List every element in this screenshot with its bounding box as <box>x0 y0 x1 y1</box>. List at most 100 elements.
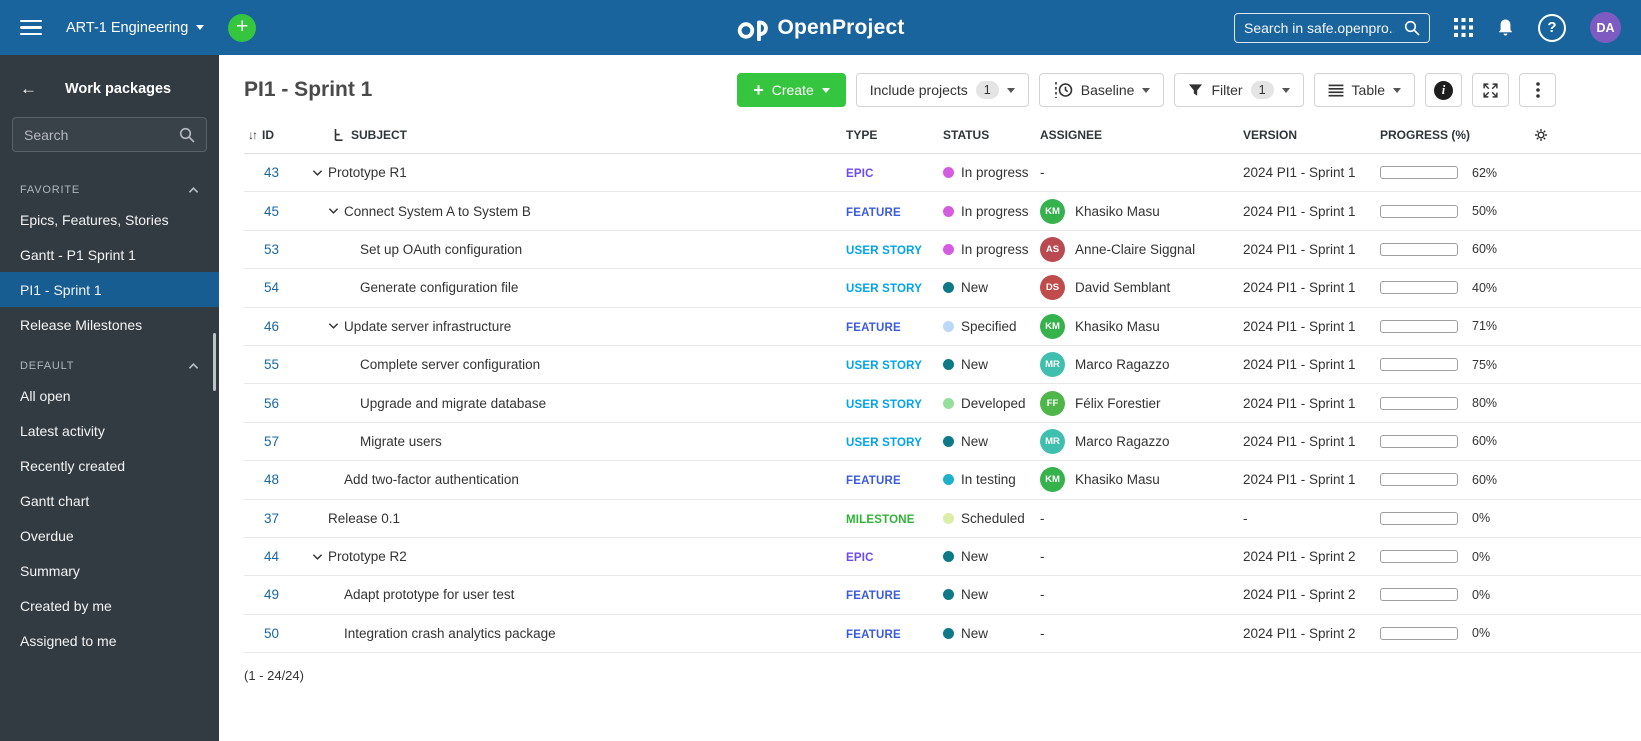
cell-status[interactable]: New <box>943 587 1040 602</box>
cell-subject[interactable]: Release 0.1 <box>300 511 846 526</box>
sidebar-item[interactable]: PI1 - Sprint 1 <box>0 272 219 307</box>
cell-assignee[interactable]: MR Marco Ragazzo <box>1040 428 1243 454</box>
fullscreen-button[interactable] <box>1472 73 1509 107</box>
sidebar-item[interactable]: Release Milestones <box>20 316 143 333</box>
user-avatar[interactable]: DA <box>1590 12 1621 43</box>
cell-type[interactable]: FEATURE <box>846 319 943 334</box>
cell-assignee[interactable]: - <box>1040 587 1243 602</box>
cell-subject[interactable]: Connect System A to System B <box>300 204 846 219</box>
cell-assignee[interactable]: - <box>1040 549 1243 564</box>
sidebar-item[interactable]: Gantt - P1 Sprint 1 <box>20 246 136 263</box>
cell-status[interactable]: New <box>943 357 1040 372</box>
filter-button[interactable]: Filter 1 <box>1174 73 1304 107</box>
cell-status[interactable]: In progress <box>943 204 1040 219</box>
cell-type[interactable]: MILESTONE <box>846 511 943 526</box>
cell-assignee[interactable]: - <box>1040 165 1243 180</box>
cell-status[interactable]: In progress <box>943 165 1040 180</box>
quick-add-button[interactable]: + <box>228 13 257 42</box>
cell-progress[interactable]: 60% <box>1380 434 1530 448</box>
cell-progress[interactable]: 40% <box>1380 281 1530 295</box>
sidebar-item[interactable]: Overdue <box>20 527 74 544</box>
cell-assignee[interactable]: KM Khasiko Masu <box>1040 467 1243 493</box>
cell-version[interactable]: 2024 PI1 - Sprint 1 <box>1243 357 1356 373</box>
sidebar-item[interactable]: Assigned to me <box>20 632 117 649</box>
create-button[interactable]: + Create <box>737 73 846 107</box>
back-button[interactable]: ← <box>20 79 37 99</box>
table-row[interactable]: 56 Upgrade and migrate database USER STO… <box>244 384 1641 423</box>
cell-version[interactable]: 2024 PI1 - Sprint 1 <box>1243 318 1356 334</box>
cell-subject[interactable]: Add two-factor authentication <box>300 472 846 487</box>
project-selector-button[interactable]: ART-1 Engineering <box>66 20 205 36</box>
cell-subject[interactable]: Integration crash analytics package <box>300 626 846 641</box>
work-package-id-link[interactable]: 44 <box>264 549 280 565</box>
sidebar-section-header[interactable]: FAVORITE <box>0 176 219 202</box>
cell-subject[interactable]: Adapt prototype for user test <box>300 587 846 602</box>
cell-progress[interactable]: 71% <box>1380 319 1530 333</box>
baseline-button[interactable]: Baseline <box>1038 73 1165 107</box>
cell-type[interactable]: FEATURE <box>846 626 943 641</box>
cell-progress[interactable]: 0% <box>1380 550 1530 564</box>
sidebar-section-header[interactable]: DEFAULT <box>0 352 219 378</box>
table-row[interactable]: 37 Release 0.1 MILESTONE Scheduled - - 0… <box>244 500 1641 538</box>
cell-progress[interactable]: 0% <box>1380 626 1530 640</box>
table-row[interactable]: 49 Adapt prototype for user test FEATURE… <box>244 576 1641 615</box>
table-row[interactable]: 55 Complete server configuration USER ST… <box>244 346 1641 385</box>
sidebar-item[interactable]: All open <box>20 387 71 404</box>
column-header-type[interactable]: TYPE <box>846 128 878 142</box>
sidebar-item[interactable]: Epics, Features, Stories <box>20 211 169 228</box>
cell-status[interactable]: Developed <box>943 396 1040 411</box>
global-search-input[interactable] <box>1244 19 1394 36</box>
work-package-id-link[interactable]: 45 <box>264 203 280 219</box>
cell-progress[interactable]: 0% <box>1380 511 1530 525</box>
cell-subject[interactable]: Prototype R2 <box>300 549 846 564</box>
notifications-button[interactable] <box>1497 18 1514 37</box>
cell-subject[interactable]: Set up OAuth configuration <box>300 242 846 257</box>
collapse-chevron-icon[interactable] <box>328 207 344 215</box>
table-row[interactable]: 48 Add two-factor authentication FEATURE… <box>244 461 1641 500</box>
cell-subject[interactable]: Generate configuration file <box>300 280 846 295</box>
cell-assignee[interactable]: DS David Semblant <box>1040 275 1243 301</box>
cell-type[interactable]: FEATURE <box>846 204 943 219</box>
cell-type[interactable]: USER STORY <box>846 242 943 257</box>
sidebar-item[interactable]: Created by me <box>20 597 112 614</box>
work-package-id-link[interactable]: 54 <box>264 280 280 296</box>
cell-progress[interactable]: 75% <box>1380 358 1530 372</box>
work-package-id-link[interactable]: 43 <box>264 165 280 181</box>
global-search[interactable] <box>1234 12 1430 43</box>
table-row[interactable]: 54 Generate configuration file USER STOR… <box>244 269 1641 308</box>
work-package-id-link[interactable]: 56 <box>264 395 280 411</box>
collapse-chevron-icon[interactable] <box>312 553 328 561</box>
cell-type[interactable]: USER STORY <box>846 434 943 449</box>
cell-type[interactable]: FEATURE <box>846 472 943 487</box>
cell-status[interactable]: New <box>943 549 1040 564</box>
cell-assignee[interactable]: KM Khasiko Masu <box>1040 313 1243 339</box>
sidebar-scrollbar-thumb[interactable] <box>213 333 216 391</box>
sidebar-item[interactable]: Gantt chart <box>20 492 90 509</box>
column-header-progress[interactable]: PROGRESS (%) <box>1380 128 1471 142</box>
work-package-id-link[interactable]: 57 <box>264 433 280 449</box>
cell-version[interactable]: 2024 PI1 - Sprint 1 <box>1243 241 1356 257</box>
cell-assignee[interactable]: - <box>1040 626 1243 641</box>
cell-version[interactable]: 2024 PI1 - Sprint 1 <box>1243 280 1356 296</box>
cell-version[interactable]: 2024 PI1 - Sprint 1 <box>1243 203 1356 219</box>
cell-version[interactable]: 2024 PI1 - Sprint 2 <box>1243 625 1356 641</box>
cell-status[interactable]: Scheduled <box>943 511 1040 526</box>
cell-version[interactable]: - <box>1243 510 1248 526</box>
more-options-button[interactable] <box>1519 73 1556 107</box>
cell-status[interactable]: New <box>943 280 1040 295</box>
cell-type[interactable]: FEATURE <box>846 587 943 602</box>
cell-subject[interactable]: Update server infrastructure <box>300 319 846 334</box>
cell-version[interactable]: 2024 PI1 - Sprint 1 <box>1243 472 1356 488</box>
sidebar-search[interactable] <box>12 117 207 152</box>
work-package-id-link[interactable]: 53 <box>264 241 280 257</box>
cell-progress[interactable]: 80% <box>1380 396 1530 410</box>
cell-progress[interactable]: 0% <box>1380 588 1530 602</box>
sidebar-search-input[interactable] <box>24 126 164 143</box>
cell-status[interactable]: New <box>943 626 1040 641</box>
column-header-status[interactable]: STATUS <box>943 128 990 142</box>
collapse-chevron-icon[interactable] <box>312 169 328 177</box>
sidebar-item[interactable]: Latest activity <box>20 422 105 439</box>
include-projects-button[interactable]: Include projects 1 <box>855 73 1029 107</box>
table-row[interactable]: 44 Prototype R2 EPIC New - 2024 PI1 - Sp… <box>244 538 1641 577</box>
column-header-assignee[interactable]: ASSIGNEE <box>1040 128 1103 142</box>
